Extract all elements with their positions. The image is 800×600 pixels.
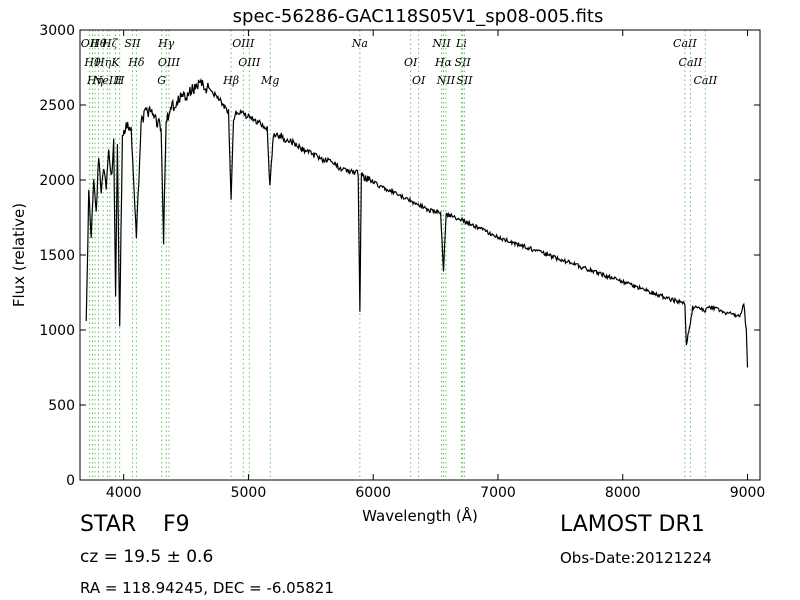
y-axis-label: Flux (relative) <box>10 203 28 307</box>
marker-label: OI <box>404 56 418 69</box>
spectrum-line <box>85 77 749 368</box>
marker-label: Hα <box>434 56 453 69</box>
y-tick-label: 1000 <box>39 323 75 339</box>
x-axis-label: Wavelength (Å) <box>362 506 478 525</box>
axis-ticks: 4000 5000 6000 7000 8000 9000 0 500 1000 1500 2000… <box>39 23 765 501</box>
marker-label: Li <box>455 37 467 50</box>
marker-label: OI <box>412 74 426 87</box>
y-tick-label: 0 <box>66 473 75 489</box>
object-subclass: F9 <box>163 512 190 537</box>
marker-label: OII <box>81 37 99 50</box>
marker-label: OIII <box>158 56 181 69</box>
marker-label: Hζ <box>101 37 119 50</box>
marker-label: SII <box>455 56 472 69</box>
y-tick-label: 2000 <box>39 173 75 189</box>
chart-title: spec-56286-GAC118S05V1_sp08-005.fits <box>233 6 604 27</box>
marker-label: Na <box>351 37 368 50</box>
marker-label: NeIII <box>92 74 123 87</box>
marker-label: CaII <box>679 56 703 69</box>
marker-label: CaII <box>694 74 718 87</box>
marker-label: Hθ <box>83 56 101 69</box>
y-tick-label: 3000 <box>39 23 75 39</box>
x-tick-label: 4000 <box>106 485 142 501</box>
marker-label: Hγ <box>157 37 175 50</box>
marker-label: H <box>114 74 125 87</box>
x-tick-label: 7000 <box>480 485 516 501</box>
marker-label: G <box>157 74 166 87</box>
x-tick-label: 5000 <box>231 485 267 501</box>
marker-label: Mg <box>260 74 279 87</box>
line-markers: OIIHθHηHθHηNeIIIHζKHSIIHδGHγOIIIHβOIIIOI… <box>81 30 718 480</box>
observation-date: Obs-Date:20121224 <box>560 549 712 567</box>
marker-label: Hθ <box>89 37 107 50</box>
y-tick-label: 1500 <box>39 248 75 264</box>
marker-label: NII <box>436 74 456 87</box>
x-tick-label: 6000 <box>355 485 391 501</box>
object-class: STAR <box>80 512 137 537</box>
marker-label: NII <box>431 37 451 50</box>
survey-name: LAMOST DR1 <box>560 512 705 537</box>
ra-dec: RA = 118.94245, DEC = -6.05821 <box>80 579 334 597</box>
redshift-cz: cz = 19.5 ± 0.6 <box>80 547 214 567</box>
marker-label: Hη <box>86 74 104 87</box>
marker-label: Hη <box>94 56 112 69</box>
marker-label: SII <box>124 37 141 50</box>
x-tick-label: 9000 <box>730 485 766 501</box>
marker-label: CaII <box>673 37 697 50</box>
marker-label: K <box>110 56 120 69</box>
plot-frame <box>79 29 761 481</box>
y-tick-label: 2500 <box>39 98 75 114</box>
x-tick-label: 8000 <box>605 485 641 501</box>
marker-label: Hβ <box>222 74 239 87</box>
series-layer <box>85 77 749 368</box>
marker-label: SII <box>456 74 473 87</box>
marker-label: OIII <box>232 37 255 50</box>
marker-label: Hδ <box>127 56 145 69</box>
marker-label: OIII <box>238 56 261 69</box>
y-tick-label: 500 <box>48 398 75 414</box>
